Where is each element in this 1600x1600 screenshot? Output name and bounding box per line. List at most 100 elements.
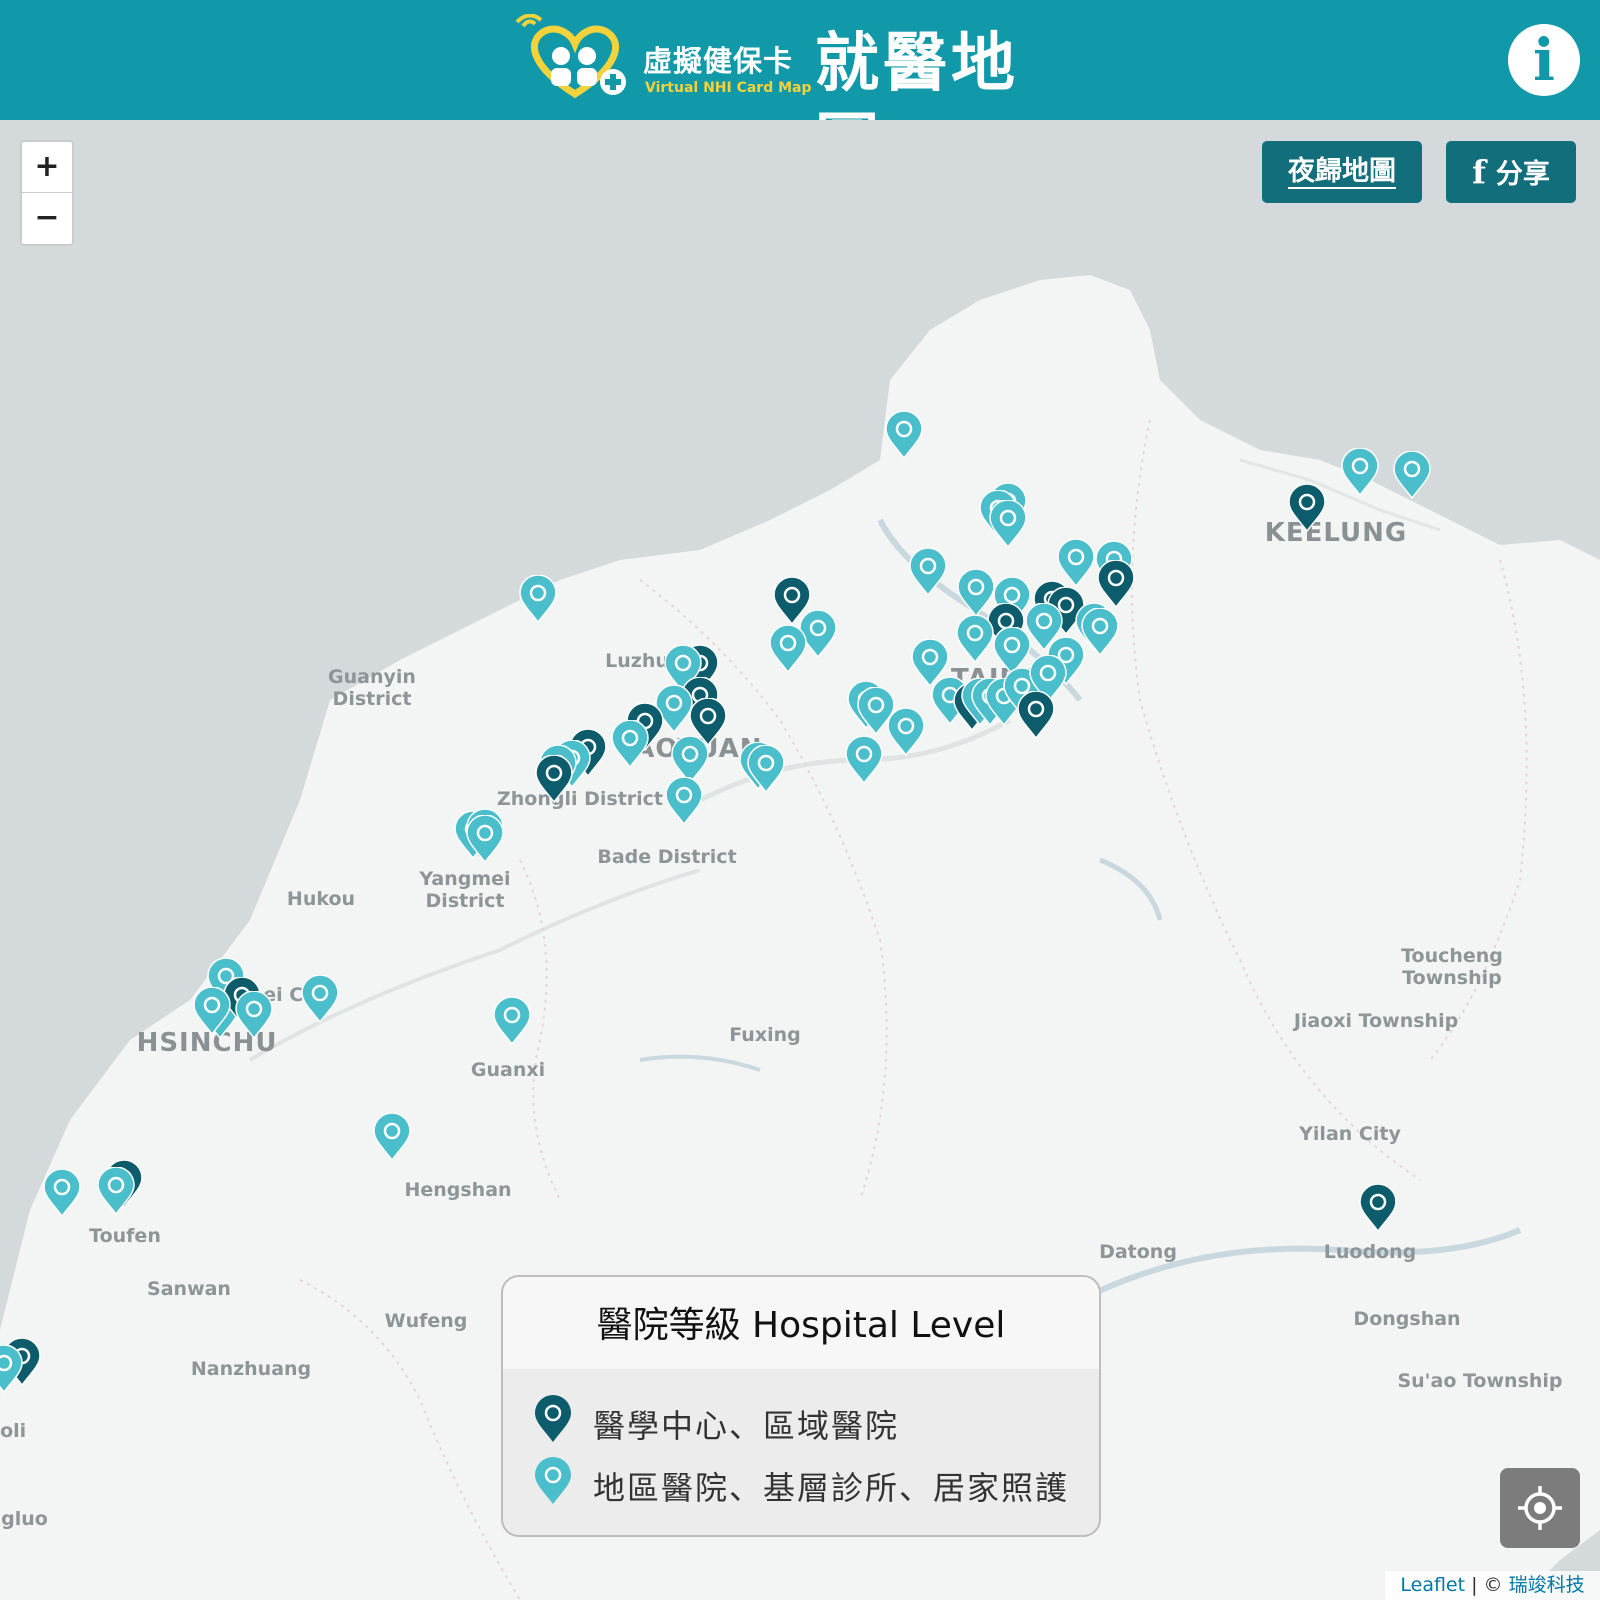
hospital-marker-local[interactable] — [492, 996, 532, 1046]
hospital-marker-local[interactable] — [1028, 654, 1068, 704]
map-pin-icon — [887, 707, 925, 757]
hospital-marker-local[interactable] — [1340, 447, 1380, 497]
map-pin-icon — [1025, 602, 1063, 652]
app-logo[interactable]: 虛擬健保卡 Virtual NHI Card Map 就醫地圖 — [515, 14, 1075, 181]
hospital-marker-major[interactable] — [1358, 1183, 1398, 1233]
map-pin-icon — [773, 576, 811, 626]
leaflet-link[interactable]: Leaflet — [1400, 1574, 1466, 1596]
place-tongluo: Tongluo — [0, 1508, 48, 1530]
hospital-marker-local[interactable] — [1056, 538, 1096, 588]
place-miaoli: Miaoli — [0, 1420, 27, 1442]
hospital-marker-major[interactable] — [688, 697, 728, 747]
hospital-marker-major[interactable] — [1287, 483, 1327, 533]
hospital-marker-local[interactable] — [42, 1168, 82, 1218]
map-pin-icon — [373, 1112, 411, 1162]
hospital-marker-local[interactable] — [0, 1344, 24, 1394]
map-pin-icon — [689, 697, 727, 747]
info-button[interactable]: i — [1508, 24, 1580, 96]
map-pin-icon — [535, 754, 573, 804]
hospital-marker-local[interactable] — [610, 719, 650, 769]
hospital-marker-local[interactable] — [956, 568, 996, 618]
hospital-marker-major[interactable] — [1096, 559, 1136, 609]
share-button[interactable]: f 分享 — [1446, 141, 1576, 203]
hospital-marker-local[interactable] — [992, 626, 1032, 676]
map-pin-icon — [1017, 690, 1055, 740]
legend-label-local: 地區醫院、基層診所、居家照護 — [593, 1469, 1070, 1507]
map-pin-icon — [956, 614, 994, 664]
hospital-marker-local[interactable] — [664, 776, 704, 826]
hospital-marker-local[interactable] — [884, 410, 924, 460]
hospital-marker-local[interactable] — [670, 735, 710, 785]
hospital-marker-major[interactable] — [534, 754, 574, 804]
hospital-marker-local[interactable] — [300, 974, 340, 1024]
map-pin-icon — [1393, 450, 1431, 500]
map-pin-icon — [911, 638, 949, 688]
legend-label-major: 醫學中心、區域醫院 — [593, 1407, 900, 1445]
land-mass — [0, 275, 1600, 1600]
map-pin-icon — [235, 990, 273, 1040]
hospital-marker-local[interactable] — [518, 574, 558, 624]
map-pin-icon — [845, 735, 883, 785]
zoom-in-button[interactable]: + — [22, 142, 72, 193]
place-hukou: Hukou — [286, 888, 356, 910]
map-pin-icon — [909, 547, 947, 597]
night-map-button[interactable]: 夜歸地圖 — [1262, 141, 1422, 203]
map-pin-icon — [193, 986, 231, 1036]
map-pin-icon — [1057, 538, 1095, 588]
place-hengshan: Hengshan — [404, 1179, 512, 1201]
place-jiaoxi: Jiaoxi Township — [1293, 1010, 1459, 1032]
hospital-marker-local[interactable] — [908, 547, 948, 597]
map-pin-icon — [1029, 654, 1067, 704]
hospital-marker-local[interactable] — [886, 707, 926, 757]
map-pin-icon — [1081, 607, 1119, 657]
hospital-marker-local[interactable] — [746, 744, 786, 794]
provider-link[interactable]: 瑞竣科技 — [1508, 1574, 1585, 1596]
hospital-marker-local[interactable] — [234, 990, 274, 1040]
facebook-icon: f — [1472, 153, 1486, 191]
place-bade: Bade District — [597, 846, 737, 868]
heart-logo-icon — [515, 14, 626, 99]
place-zhongli: Zhongli District — [496, 788, 664, 810]
hospital-marker-local[interactable] — [192, 986, 232, 1036]
place-wufeng: Wufeng — [384, 1310, 468, 1332]
map-pin-icon — [857, 686, 895, 736]
locate-button[interactable] — [1500, 1468, 1580, 1548]
dark-marker-icon — [535, 1395, 571, 1442]
map-pin-icon — [671, 735, 709, 785]
place-sanwan: Sanwan — [147, 1278, 231, 1300]
place-keelung: KEELUNG — [1264, 518, 1408, 548]
place-nanzhuang: Nanzhuang — [190, 1358, 312, 1380]
hospital-marker-local[interactable] — [1080, 607, 1120, 657]
hospital-marker-local[interactable] — [1392, 450, 1432, 500]
map-pin-icon — [993, 626, 1031, 676]
hospital-marker-major[interactable] — [1016, 690, 1056, 740]
map-pin-icon — [665, 776, 703, 826]
zoom-control: + − — [20, 140, 74, 246]
hospital-marker-local[interactable] — [96, 1166, 136, 1216]
place-fuxing: Fuxing — [729, 1024, 801, 1046]
hospital-marker-local[interactable] — [988, 499, 1028, 549]
map-pin-icon — [989, 499, 1027, 549]
legend-title: 醫院等級 Hospital Level — [503, 1277, 1099, 1369]
hospital-marker-local[interactable] — [856, 686, 896, 736]
place-luzhu: Luzhu — [605, 650, 669, 672]
hospital-marker-local[interactable] — [844, 735, 884, 785]
logo-english-name: Virtual NHI Card Map — [645, 80, 812, 96]
hospital-marker-local[interactable] — [955, 614, 995, 664]
hospital-marker-local[interactable] — [910, 638, 950, 688]
hospital-marker-major[interactable] — [772, 576, 812, 626]
map-attribution: Leaflet | © 瑞竣科技 — [1385, 1571, 1600, 1600]
hospital-marker-local[interactable] — [372, 1112, 412, 1162]
hospital-marker-local[interactable] — [768, 624, 808, 674]
app-header: 虛擬健保卡 Virtual NHI Card Map 就醫地圖 i — [0, 0, 1600, 181]
hospital-marker-local[interactable] — [1024, 602, 1064, 652]
map-area[interactable]: KEELUNG TAIPEI TAOYUAN HSINCHU Luzhu Gua… — [0, 120, 1600, 1600]
place-suao: Su'ao Township — [1397, 1370, 1563, 1392]
map-pin-icon — [301, 974, 339, 1024]
hospital-marker-local[interactable] — [465, 814, 505, 864]
legend-panel: 醫院等級 Hospital Level 醫學中心、區域醫院 地區醫院、基層診所、… — [501, 1275, 1101, 1537]
night-map-label: 夜歸地圖 — [1288, 156, 1396, 189]
map-pin-icon — [493, 996, 531, 1046]
map-pin-icon — [1097, 559, 1135, 609]
zoom-out-button[interactable]: − — [34, 200, 60, 235]
